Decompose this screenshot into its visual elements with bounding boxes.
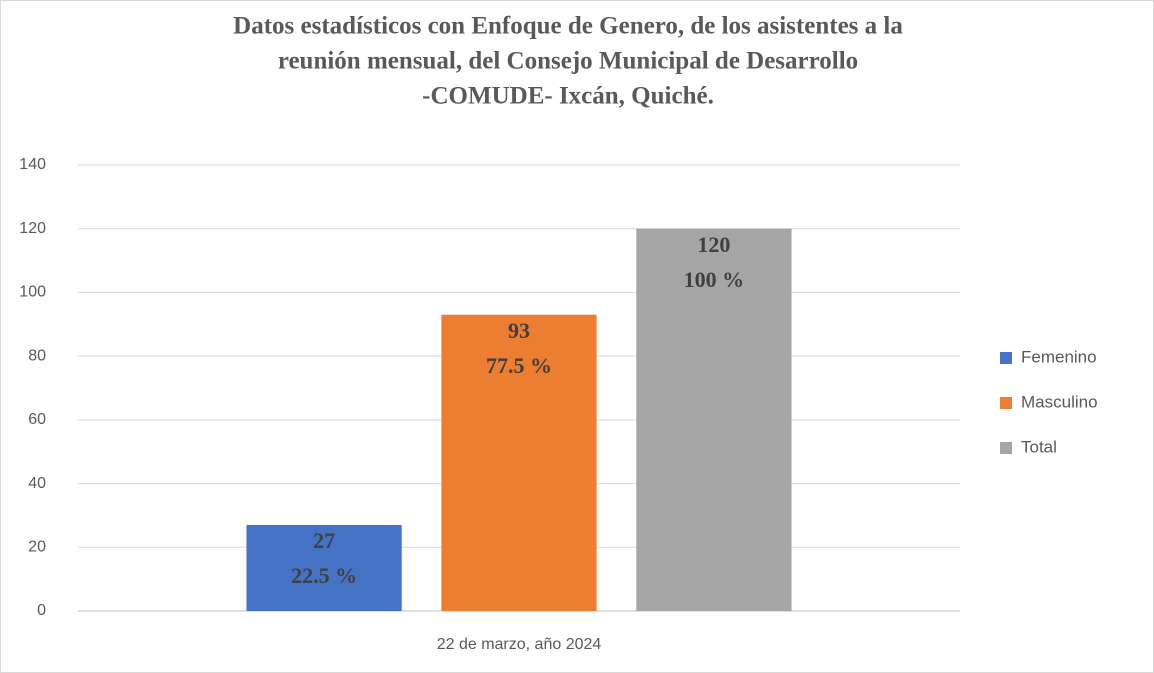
y-tick-label: 40 (28, 475, 46, 492)
percent-label: 22.5 % (291, 563, 357, 588)
y-tick-label: 140 (19, 156, 46, 173)
legend-swatch (1000, 352, 1012, 364)
y-tick-label: 80 (28, 347, 46, 364)
legend-label: Masculino (1021, 392, 1098, 411)
legend-label: Total (1021, 437, 1057, 456)
x-tick-label: 22 de marzo, año 2024 (437, 636, 602, 653)
data-label: 120 (697, 232, 730, 257)
y-tick-label: 100 (19, 284, 46, 301)
legend-swatch (1000, 397, 1012, 409)
bar (636, 228, 792, 611)
y-tick-label: 0 (37, 602, 46, 619)
y-tick-label: 60 (28, 411, 46, 428)
percent-label: 77.5 % (486, 353, 552, 378)
legend-swatch (1000, 442, 1012, 454)
chart-title: -COMUDE- Ixcán, Quiché. (422, 83, 714, 110)
legend-label: Femenino (1021, 347, 1097, 366)
y-tick-label: 120 (19, 220, 46, 237)
data-label: 93 (508, 318, 530, 343)
bar (246, 524, 402, 611)
percent-label: 100 % (684, 267, 745, 292)
chart-title: Datos estadísticos con Enfoque de Genero… (233, 13, 903, 40)
data-label: 27 (313, 528, 335, 553)
y-tick-label: 20 (28, 539, 46, 556)
chart-title: reunión mensual, del Consejo Municipal d… (278, 48, 858, 75)
bar (441, 314, 597, 611)
